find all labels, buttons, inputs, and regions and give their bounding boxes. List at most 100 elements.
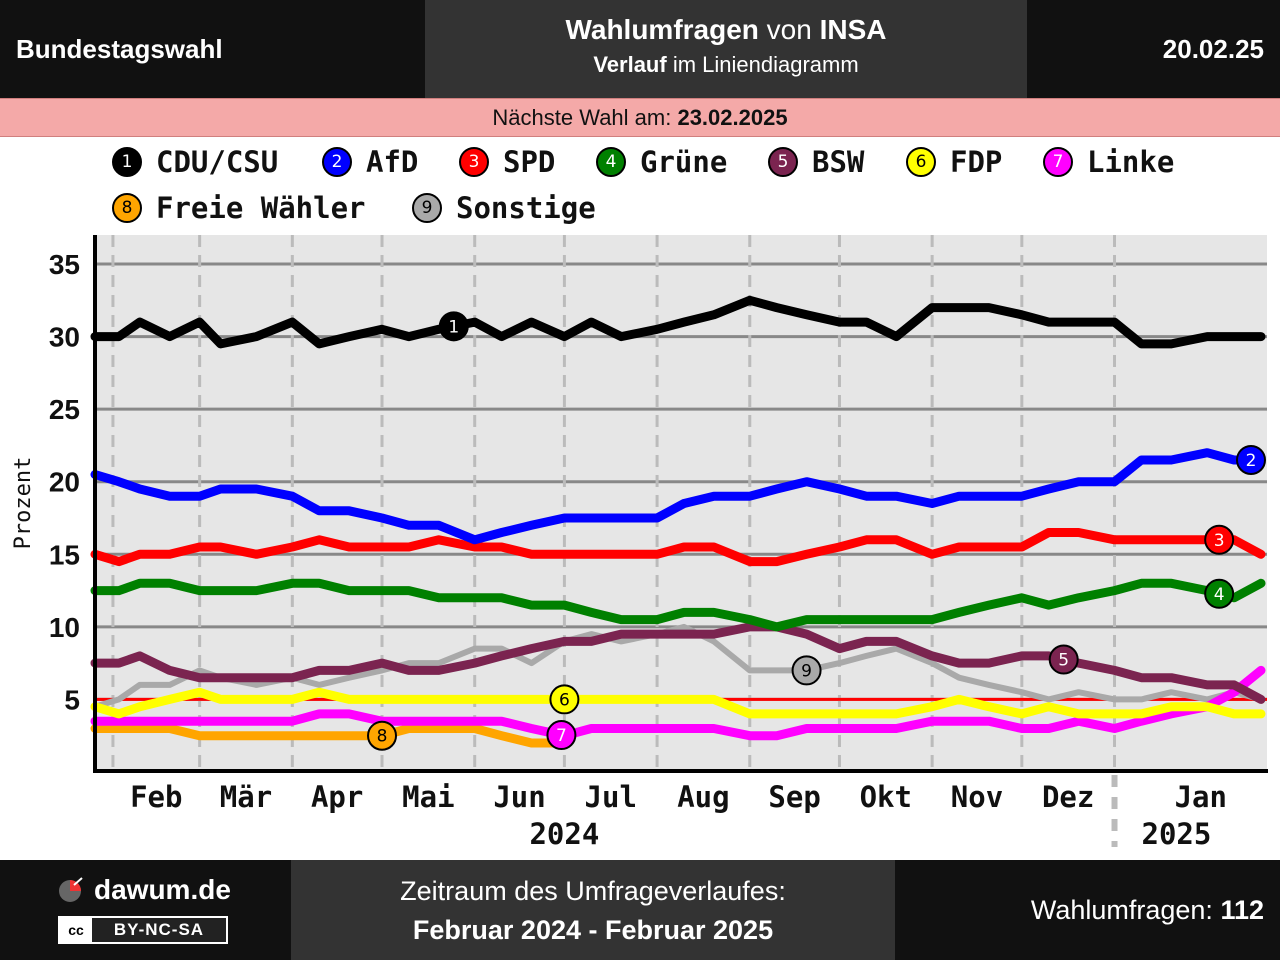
x-tick-label-Jun: Jun (493, 780, 545, 814)
header: Bundestagswahl Wahlumfragen von INSA Ver… (0, 0, 1280, 98)
y-tick-label-10: 10 (49, 612, 80, 643)
x-tick-label-Apr: Apr (311, 780, 363, 814)
footer-brand: dawum.de cc BY-NC-SA (58, 874, 248, 944)
series-marker-label-3: 3 (1214, 531, 1225, 551)
page-title: Wahlumfragen von INSA (425, 14, 1027, 46)
legend-item-fdp: 6 FDP (906, 145, 1002, 179)
x-tick-label-Nov: Nov (951, 780, 1003, 814)
site-logo[interactable]: dawum.de (58, 874, 248, 906)
series-markers: 1 2 3 4 5 6 7 8 9 (367, 311, 1266, 751)
series-marker-label-4: 4 (1214, 585, 1225, 605)
legend-label-afd: AfD (366, 145, 419, 179)
polls-count: 112 (1220, 895, 1264, 925)
subtitle-bold: Verlauf (593, 52, 667, 77)
legend-dot-spd: 3 (459, 147, 489, 177)
pie-chart-icon (59, 877, 83, 902)
header-date: 20.02.25 (1162, 34, 1264, 64)
legend-dot-sonstige: 9 (412, 193, 442, 223)
series-line-7 (90, 665, 1266, 741)
title-prefix: Wahlumfragen (565, 14, 759, 45)
y-tick-label-20: 20 (49, 467, 80, 498)
series-marker-3 (1204, 524, 1235, 555)
x-tick-label-Sep: Sep (768, 780, 820, 814)
institute-name: INSA (819, 14, 887, 45)
legend-item-gruene: 4 Grüne (596, 145, 727, 179)
legend-item-linke: 7 Linke (1043, 145, 1174, 179)
legend-label-sonstige: Sonstige (456, 191, 596, 225)
x-year-label-2024: 2024 (529, 817, 599, 851)
series-marker-6 (549, 684, 580, 715)
series-marker-label-2: 2 (1246, 451, 1257, 471)
series-marker-label-7: 7 (556, 726, 567, 746)
legend-label-fw: Freie Wähler (156, 191, 366, 225)
y-tick-labels: 5 10 15 20 25 30 35 (49, 249, 80, 715)
y-tick-label-15: 15 (49, 539, 80, 570)
legend-label-bsw: BSW (812, 145, 865, 179)
legend-item-bsw: 5 BSW (768, 145, 864, 179)
series-line-2 (90, 448, 1266, 545)
subtitle-rest: im Liniendiagramm (666, 52, 859, 77)
next-election-bar: Nächste Wahl am: 23.02.2025 (0, 98, 1280, 137)
series-line-3 (90, 528, 1266, 567)
series-line-1 (90, 295, 1266, 349)
x-tick-label-Aug: Aug (677, 780, 729, 814)
page-subtitle: Verlauf im Liniendiagramm (425, 52, 1027, 78)
x-tick-label-Feb: Feb (130, 780, 182, 814)
series-marker-9 (791, 655, 822, 686)
cc-icon: cc (60, 918, 92, 942)
series-line-8 (90, 724, 560, 748)
legend-item-fw: 8 Freie Wähler (112, 191, 366, 225)
title-connector: von (758, 14, 820, 45)
series-marker-2 (1236, 444, 1266, 475)
x-tick-label-Mai: Mai (402, 780, 454, 814)
series-lines (90, 295, 1266, 748)
x-tick-label-Dez: Dez (1042, 780, 1094, 814)
x-tick-label-Okt: Okt (860, 780, 912, 814)
y-axis-label: Prozent (11, 457, 36, 550)
y-tick-label-25: 25 (49, 394, 80, 425)
legend-label-spd: SPD (503, 145, 556, 179)
y-tick-label-30: 30 (49, 322, 80, 353)
series-marker-8 (367, 720, 398, 751)
header-title-box: Wahlumfragen von INSA Verlauf im Liniend… (425, 0, 1027, 98)
y-tick-label-35: 35 (49, 249, 80, 280)
series-marker-7 (546, 720, 577, 751)
next-election-date: 23.02.2025 (677, 105, 788, 130)
legend-item-afd: 2 AfD (322, 145, 418, 179)
series-marker-label-6: 6 (559, 690, 570, 710)
series-line-6 (90, 687, 1266, 719)
site-name: dawum.de (94, 874, 231, 905)
footer: dawum.de cc BY-NC-SA Zeitraum des Umfrag… (0, 860, 1280, 960)
legend-dot-gruene: 4 (596, 147, 626, 177)
x-year-label-2025: 2025 (1142, 817, 1212, 851)
legend-dot-bsw: 5 (768, 147, 798, 177)
x-tick-label-Mär: Mär (220, 780, 272, 814)
x-tick-label-Jan: Jan (1175, 780, 1227, 814)
footer-polls: Wahlumfragen: 112 (1031, 860, 1264, 960)
series-marker-label-8: 8 (377, 727, 388, 747)
legend-dot-fw: 8 (112, 193, 142, 223)
series-marker-4 (1204, 578, 1235, 609)
legend-dot-afd: 2 (322, 147, 352, 177)
polls-label: Wahlumfragen: (1030, 895, 1221, 925)
x-tick-label-Jul: Jul (585, 780, 637, 814)
legend-item-sonstige: 9 Sonstige (412, 191, 596, 225)
license-text: BY-NC-SA (113, 920, 205, 939)
legend-dot-fdp: 6 (906, 147, 936, 177)
footer-period: Zeitraum des Umfrageverlaufes: Februar 2… (291, 860, 895, 960)
series-marker-label-1: 1 (448, 317, 459, 337)
period-label: Zeitraum des Umfrageverlaufes: (400, 876, 786, 906)
legend-item-cdu: 1 CDU/CSU (112, 145, 278, 179)
legend-label-fdp: FDP (950, 145, 1003, 179)
y-tick-label-5: 5 (64, 684, 80, 715)
series-line-4 (90, 578, 1266, 632)
legend-dot-linke: 7 (1043, 147, 1073, 177)
legend-item-spd: 3 SPD (459, 145, 555, 179)
series-marker-label-5: 5 (1058, 651, 1069, 671)
next-election-label: Nächste Wahl am: (492, 105, 678, 130)
legend-label-linke: Linke (1087, 145, 1175, 179)
license-badge[interactable]: cc BY-NC-SA (58, 916, 228, 944)
legend-label-cdu: CDU/CSU (156, 145, 279, 179)
election-type: Bundestagswahl (16, 34, 223, 64)
